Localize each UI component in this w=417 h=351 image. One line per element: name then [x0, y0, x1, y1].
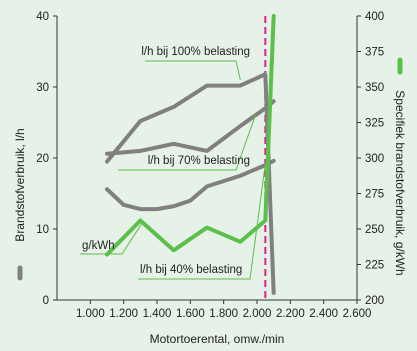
- annotation-100pct: l/h bij 100% belasting: [141, 46, 250, 58]
- x-tick-label: 2.600: [343, 308, 372, 320]
- x-tick-label: 2.200: [276, 308, 305, 320]
- y-axis-left-label: Brandstofverbruik, l/h: [13, 128, 27, 241]
- y-right-tick-label: 200: [365, 295, 384, 307]
- annotation-specific: g/kWh: [82, 240, 115, 252]
- y-right-tick-label: 250: [365, 224, 384, 236]
- ylabel-right-group: Specifiek brandstofverbruik, g/kWh: [393, 57, 407, 276]
- y-right-tick-label: 225: [365, 260, 384, 272]
- y-left-tick-label: 30: [36, 82, 49, 94]
- series-line-specific: [105, 14, 276, 257]
- y-right-tick-label: 400: [365, 11, 384, 23]
- x-tick-label: 1.800: [209, 308, 238, 320]
- x-axis-label: Motortoerental, omw./min: [150, 332, 285, 346]
- ylabel-left-group: Brandstofverbruik, l/h: [13, 128, 27, 281]
- annotation-70pct: l/h bij 70% belasting: [148, 155, 250, 167]
- y-left-tick-label: 20: [36, 153, 49, 165]
- y-left-tick-label: 0: [43, 295, 49, 307]
- y-right-tick-label: 375: [365, 47, 384, 59]
- y-right-tick-label: 275: [365, 189, 384, 201]
- series-line-70pct: [105, 99, 276, 156]
- y-right-tick-label: 325: [365, 118, 384, 130]
- y-left-tick-label: 40: [36, 11, 49, 23]
- series-layer: [105, 14, 276, 295]
- annotation-100pct-leader: [145, 60, 241, 81]
- x-tick-label: 1.000: [76, 308, 105, 320]
- x-tick-label: 2.400: [309, 308, 338, 320]
- series-line-40pct: [105, 158, 276, 212]
- ticks-layer: 1.000 1.200 1.400 1.600 1.800 2.000 2.200 2.400…: [36, 11, 384, 320]
- annotation-specific-leader: [80, 223, 143, 255]
- annotation-40pct: l/h bij 40% belasting: [140, 264, 242, 276]
- x-tick-label: 1.600: [176, 308, 205, 320]
- series-line-100pct: [105, 72, 276, 295]
- annotation-70pct-leader: [118, 115, 256, 171]
- y-left-tick-label: 10: [36, 224, 49, 236]
- annotation-layer: l/h bij 100% belasting l/h bij 70% belast…: [80, 46, 266, 280]
- x-tick-label: 1.200: [109, 308, 138, 320]
- y-right-tick-label: 350: [365, 82, 384, 94]
- x-tick-label: 2.000: [243, 308, 272, 320]
- annotation-40pct-leader: [138, 163, 266, 280]
- y-axis-right-label: Specifiek brandstofverbruik, g/kWh: [393, 90, 407, 275]
- x-tick-label: 1.400: [143, 308, 172, 320]
- y-right-tick-label: 300: [365, 153, 384, 165]
